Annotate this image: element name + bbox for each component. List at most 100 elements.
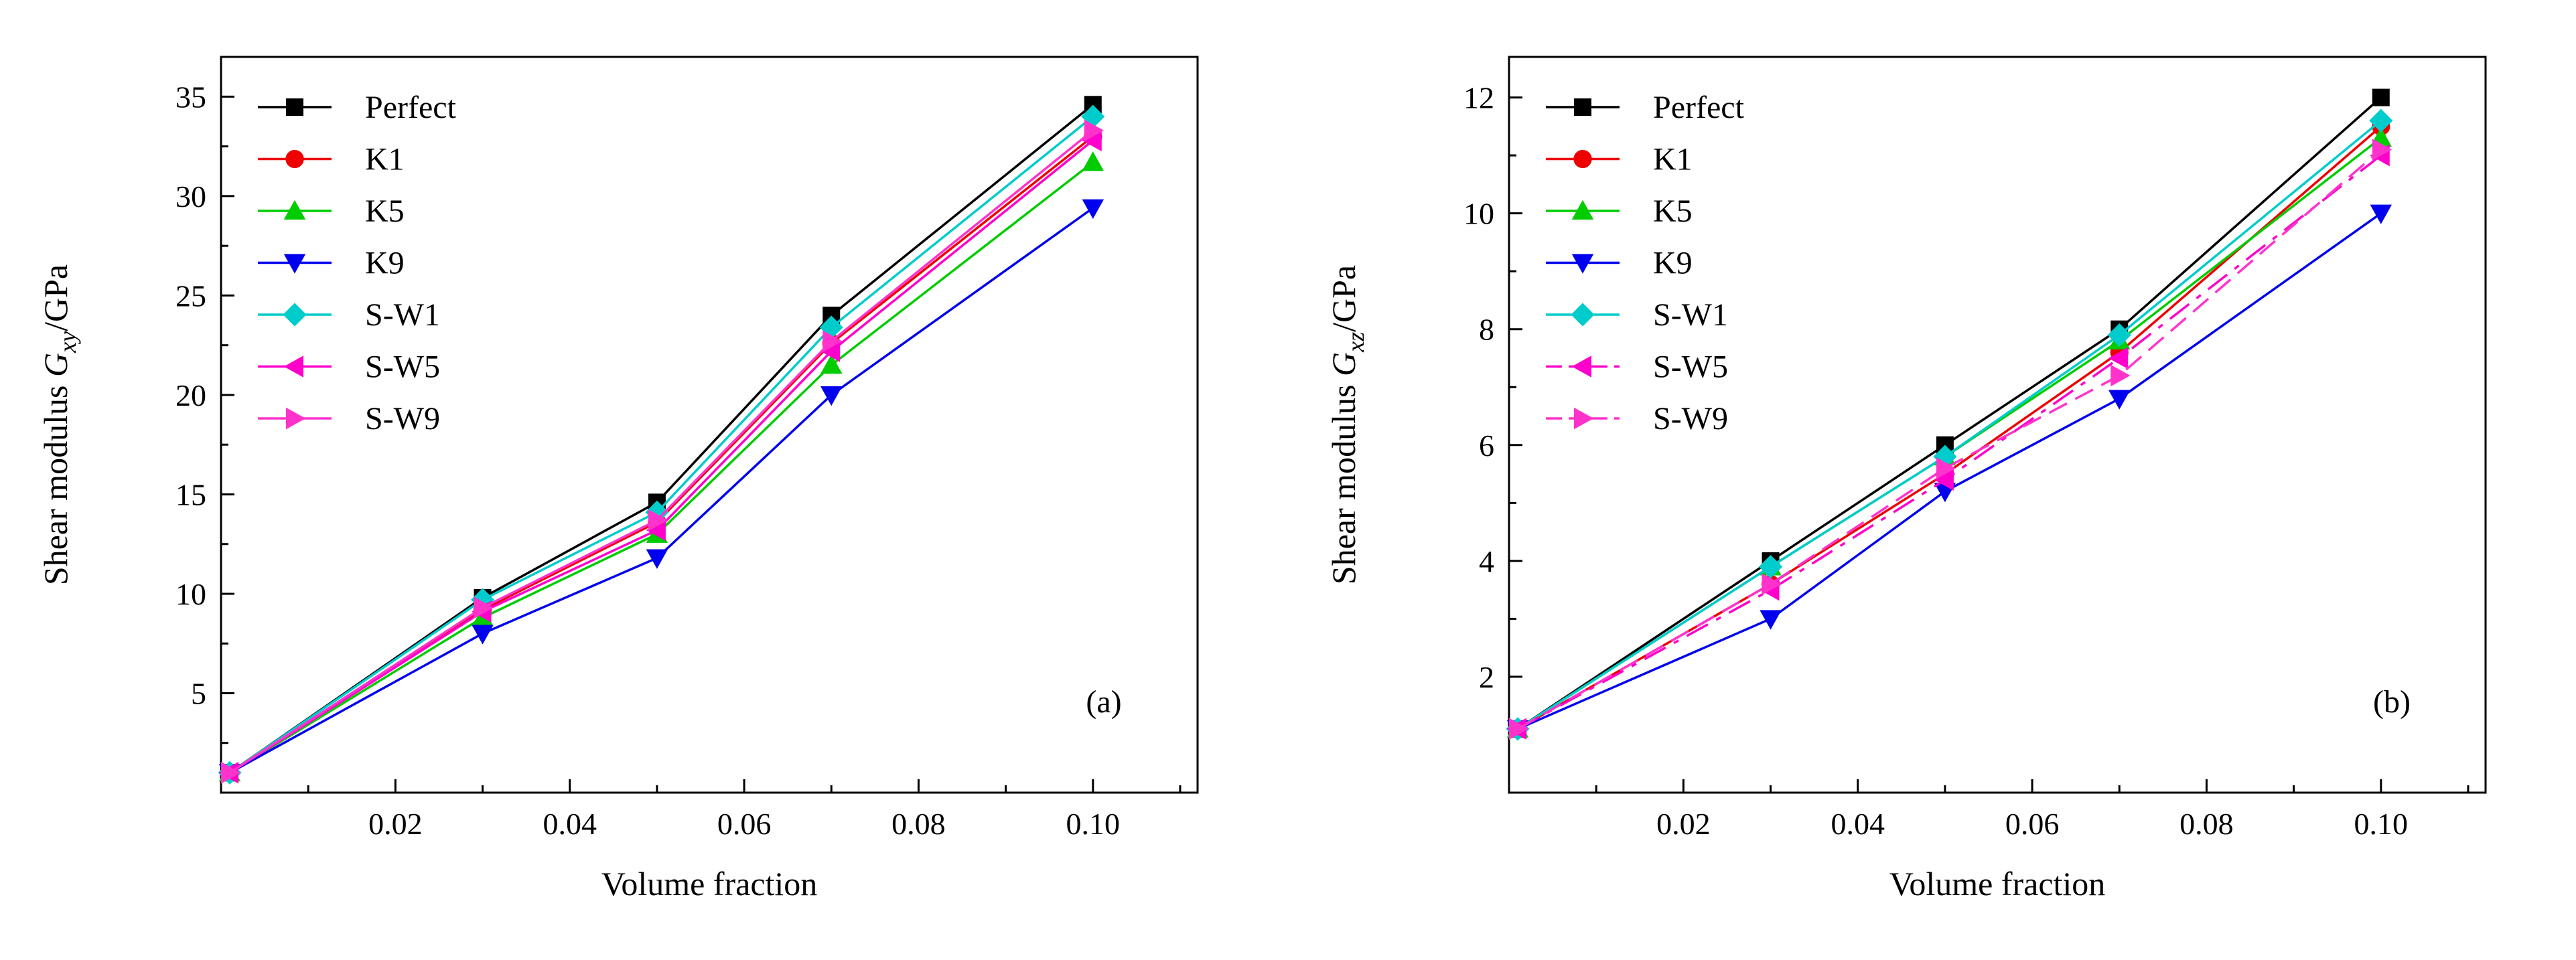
legend-marker-Perfect [286,98,303,116]
legend-label-K9: K9 [1653,246,1693,281]
y-tick-label: 5 [191,676,206,710]
series-marker-S-W5 [820,340,841,362]
series-line-K1 [1517,125,2382,730]
x-tick-label: 0.08 [891,807,946,841]
series-marker-S-W9 [221,762,241,784]
y-tick-label: 25 [175,278,206,313]
y-tick-label: 6 [1479,428,1494,463]
series-marker-S-W9 [1936,457,1956,479]
series-marker-S-W5 [2108,347,2129,370]
y-tick-label: 20 [175,378,206,412]
x-tick-label: 0.06 [717,807,772,841]
legend-marker-S-W9 [1574,407,1594,430]
x-tick-label: 0.04 [543,807,597,841]
y-axis-label: Shear modulus Gxz/GPa [1325,265,1369,584]
x-tick-label: 0.10 [1066,807,1121,841]
series-line-Perfect [229,103,1094,774]
series-line-K5 [229,161,1094,774]
series-marker-K5 [820,354,843,374]
legend-label-S-W9: S-W9 [365,401,440,436]
legend-label-K9: K9 [365,246,405,281]
series-line-S-W9 [1517,149,2382,730]
plot-frame [1508,56,2487,794]
x-tick-label: 0.10 [2354,807,2409,841]
series-marker-Perfect [2372,88,2390,106]
series-marker-K5 [1082,151,1104,171]
legend-marker-S-W1 [1571,303,1595,327]
legend-label-Perfect: Perfect [365,90,457,125]
x-axis-label: Volume fraction [601,865,818,902]
series-marker-S-W1 [2369,108,2393,133]
chart-panel-b: 0.02 0.04 0.06 0.08 0.10 2 4 6 8 10 12 Volume fract… [1288,0,2576,957]
chart-a-canvas: 0.02 0.04 0.06 0.08 0.10 5 10 15 20 25 30 35 Volume … [37,56,1199,902]
legend-marker-K5 [1571,199,1594,220]
legend-marker-S-W9 [286,407,306,430]
legend-label-S-W1: S-W1 [1653,297,1728,333]
series-marker-S-W9 [822,330,843,352]
x-tick-label: 0.08 [2179,807,2234,841]
series-marker-S-W1 [2107,323,2131,347]
y-tick-label: 4 [1479,544,1494,578]
plot-frame [220,56,1199,794]
series-marker-S-W9 [648,509,668,532]
series-line-S-W1 [229,115,1094,774]
series-marker-K9 [820,386,843,406]
y-tick-label: 10 [1463,197,1494,231]
legend-marker-K5 [283,199,306,220]
series-marker-K9 [1760,610,1782,630]
legend-marker-K1 [285,149,304,169]
series-line-S-W9 [229,129,1094,774]
series-marker-S-W9 [1762,573,1782,595]
legend-label-K5: K5 [1653,193,1693,229]
y-tick-label: 35 [175,80,206,114]
legend-label-K5: K5 [365,193,405,229]
x-axis-label: Volume fraction [1889,865,2106,902]
series-marker-S-W9 [474,596,494,619]
legend-marker-K9 [283,254,306,274]
series-marker-K9 [472,625,494,645]
legend-marker-S-W5 [283,355,303,378]
series-marker-K9 [2370,204,2392,224]
y-axis-label: Shear modulus Gxy/GPa [37,264,81,585]
series-marker-K9 [2108,390,2131,410]
x-tick-label: 0.02 [368,807,423,841]
legend-marker-S-W5 [1571,355,1591,378]
series-marker-S-W9 [2372,139,2392,161]
series-marker-K9 [646,549,668,569]
series-marker-S-W9 [2110,364,2131,387]
series-marker-K9 [1082,199,1104,219]
series-marker-S-W5 [1934,469,1954,491]
legend-marker-S-W1 [283,303,307,327]
legend-label-Perfect: Perfect [1653,90,1745,125]
legend-label-S-W9: S-W9 [1653,401,1728,436]
series-line-K1 [229,135,1094,774]
legend-marker-K1 [1573,149,1592,169]
chart-panel-a: 0.02 0.04 0.06 0.08 0.10 5 10 15 20 25 30 35 Volume … [0,0,1288,957]
x-tick-label: 0.02 [1656,807,1711,841]
y-tick-label: 10 [175,577,206,611]
y-tick-label: 8 [1479,313,1494,347]
y-tick-label: 2 [1479,660,1494,694]
legend-marker-Perfect [1574,98,1591,116]
panel-label: (a) [1086,684,1121,720]
series-marker-S-W5 [1082,129,1102,152]
y-tick-label: 30 [175,179,206,214]
legend-label-S-W5: S-W5 [1653,349,1728,385]
y-tick-label: 15 [175,477,206,511]
series-line-Perfect [1517,96,2382,730]
legend-marker-K9 [1571,254,1594,274]
y-tick-label: 12 [1463,81,1494,115]
series-marker-S-W9 [1084,119,1104,142]
chart-b-canvas: 0.02 0.04 0.06 0.08 0.10 2 4 6 8 10 12 Volume fract… [1325,56,2487,902]
legend-label-K1: K1 [365,142,405,177]
legend-label-K1: K1 [1653,142,1693,177]
series-marker-S-W5 [646,519,666,542]
legend-label-S-W1: S-W1 [365,297,440,333]
x-tick-label: 0.04 [1831,807,1885,841]
panel-label: (b) [2373,684,2411,720]
series-marker-S-W1 [1081,104,1105,129]
legend-label-S-W5: S-W5 [365,349,440,385]
series-marker-S-W9 [1509,718,1529,740]
x-tick-label: 0.06 [2005,807,2060,841]
